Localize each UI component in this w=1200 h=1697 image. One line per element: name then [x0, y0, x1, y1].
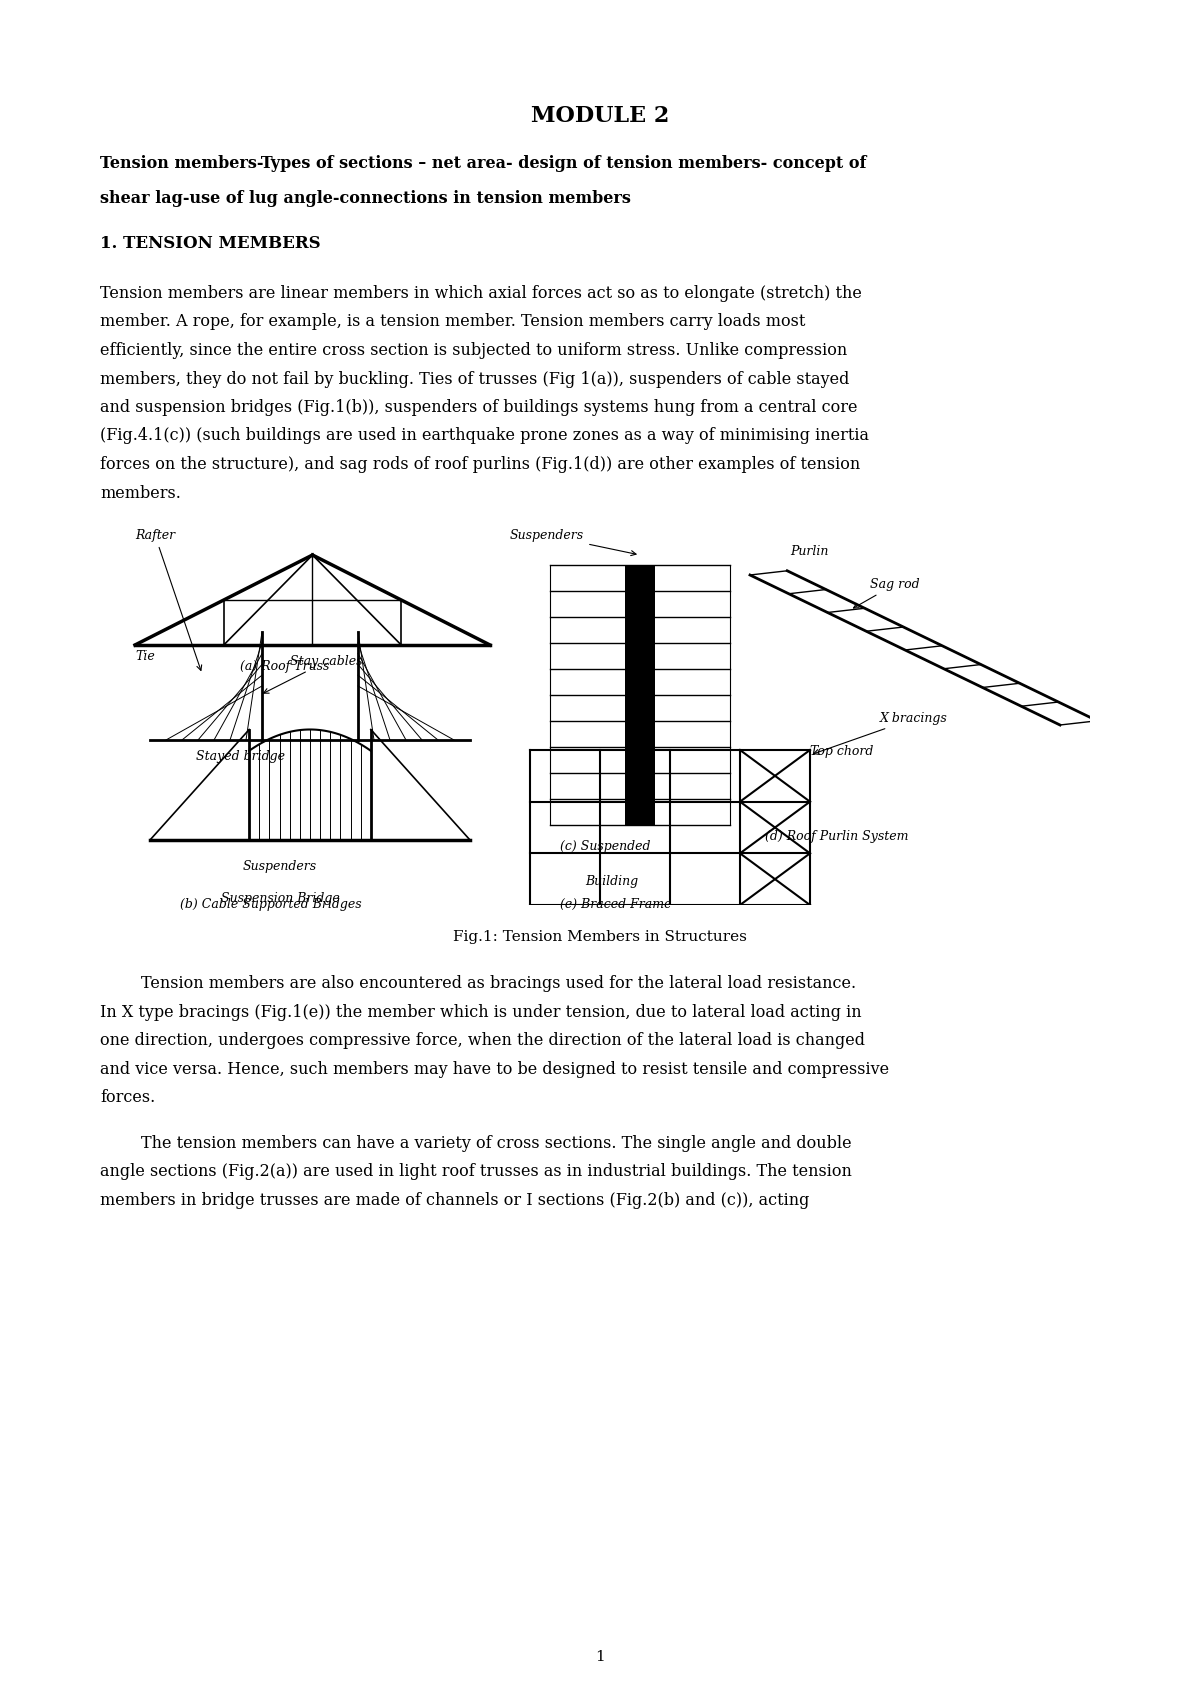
Text: MODULE 2: MODULE 2 [530, 105, 670, 127]
Text: forces on the structure), and sag rods of roof purlins (Fig.1(d)) are other exam: forces on the structure), and sag rods o… [100, 456, 860, 473]
Text: Suspenders: Suspenders [510, 529, 636, 555]
Text: The tension members can have a variety of cross sections. The single angle and d: The tension members can have a variety o… [100, 1135, 852, 1152]
Text: and suspension bridges (Fig.1(b)), suspenders of buildings systems hung from a c: and suspension bridges (Fig.1(b)), suspe… [100, 399, 858, 416]
Text: Stay cables: Stay cables [264, 655, 362, 692]
Text: Tension members-Types of sections – net area- design of tension members- concept: Tension members-Types of sections – net … [100, 154, 866, 171]
Text: Purlin: Purlin [790, 545, 828, 558]
Text: (b) Cable Supported Bridges: (b) Cable Supported Bridges [180, 898, 361, 911]
Text: Suspenders: Suspenders [242, 860, 317, 872]
Text: Sag rod: Sag rod [853, 579, 919, 608]
Text: Tie: Tie [134, 650, 155, 664]
Text: and vice versa. Hence, such members may have to be designed to resist tensile an: and vice versa. Hence, such members may … [100, 1061, 889, 1078]
Text: (d) Roof Purlin System: (d) Roof Purlin System [766, 830, 908, 843]
Text: Rafter: Rafter [134, 529, 202, 670]
Text: efficiently, since the entire cross section is subjected to uniform stress. Unli: efficiently, since the entire cross sect… [100, 343, 847, 360]
Text: shear lag-use of lug angle-connections in tension members: shear lag-use of lug angle-connections i… [100, 190, 631, 207]
Text: Fig.1: Tension Members in Structures: Fig.1: Tension Members in Structures [454, 930, 746, 944]
Bar [625, 565, 655, 825]
Text: members in bridge trusses are made of channels or I sections (Fig.2(b) and (c)),: members in bridge trusses are made of ch… [100, 1191, 809, 1208]
Text: Tension members are also encountered as bracings used for the lateral load resis: Tension members are also encountered as … [100, 976, 856, 993]
Text: one direction, undergoes compressive force, when the direction of the lateral lo: one direction, undergoes compressive for… [100, 1032, 865, 1049]
Text: (c) Suspended: (c) Suspended [560, 840, 650, 854]
Text: Tension members are linear members in which axial forces act so as to elongate (: Tension members are linear members in wh… [100, 285, 862, 302]
Text: forces.: forces. [100, 1089, 155, 1106]
Text: Building: Building [584, 876, 638, 888]
Text: members.: members. [100, 485, 181, 502]
Text: Suspension Bridge: Suspension Bridge [221, 893, 340, 905]
Text: Top chord: Top chord [810, 745, 874, 759]
Text: member. A rope, for example, is a tension member. Tension members carry loads mo: member. A rope, for example, is a tensio… [100, 314, 805, 331]
Text: In X type bracings (Fig.1(e)) the member which is under tension, due to lateral : In X type bracings (Fig.1(e)) the member… [100, 1003, 862, 1020]
Text: (e) Braced Frame: (e) Braced Frame [560, 898, 672, 911]
Text: (a) Roof Truss: (a) Roof Truss [240, 660, 329, 674]
Text: 1. TENSION MEMBERS: 1. TENSION MEMBERS [100, 234, 320, 251]
Text: Stayed bridge: Stayed bridge [196, 750, 284, 764]
Text: angle sections (Fig.2(a)) are used in light roof trusses as in industrial buildi: angle sections (Fig.2(a)) are used in li… [100, 1164, 852, 1181]
Text: 1: 1 [595, 1649, 605, 1665]
Text: (Fig.4.1(c)) (such buildings are used in earthquake prone zones as a way of mini: (Fig.4.1(c)) (such buildings are used in… [100, 428, 869, 445]
Text: X bracings: X bracings [814, 713, 948, 755]
Text: members, they do not fail by buckling. Ties of trusses (Fig 1(a)), suspenders of: members, they do not fail by buckling. T… [100, 370, 850, 387]
